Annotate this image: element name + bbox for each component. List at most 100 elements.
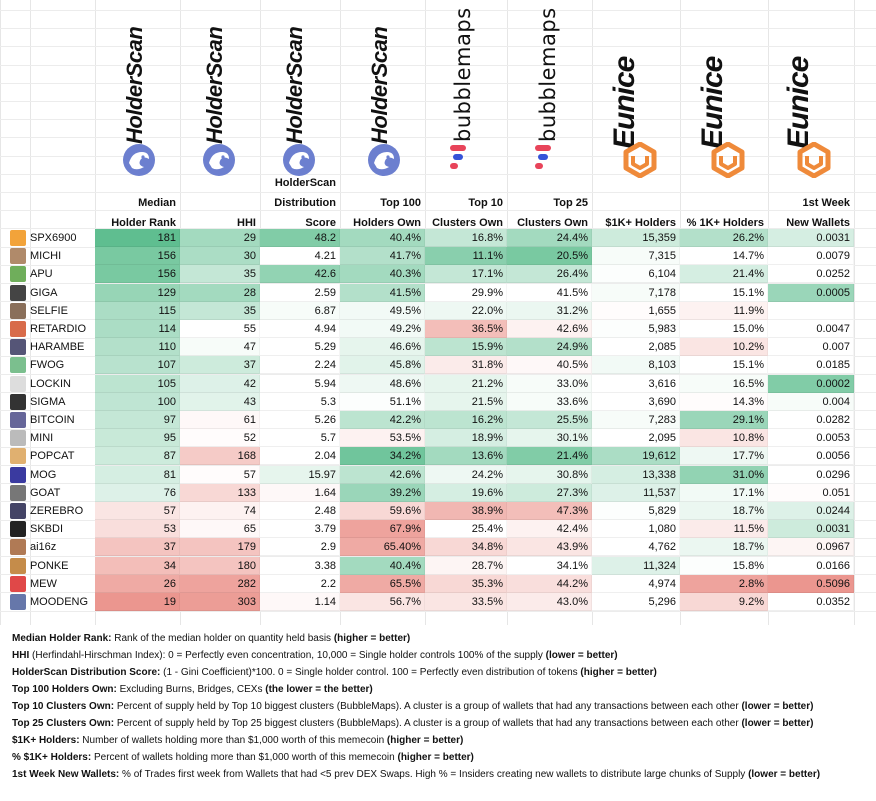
footnote-hint: (lower = better): [748, 769, 821, 780]
table-cell: 0.0296: [768, 465, 854, 484]
table-cell: 115: [95, 301, 180, 320]
brand-logo-text: Eunice: [782, 56, 815, 149]
gridline: [0, 592, 876, 594]
table-cell: 29.9%: [425, 283, 507, 302]
table-cell: 95: [95, 429, 180, 448]
table-cell: 18.9%: [425, 429, 507, 448]
table-cell: 8,103: [592, 356, 680, 375]
footnote-text: % of Trades first week from Wallets that…: [119, 769, 749, 780]
table-row: ZEREBRO 57 74 2.48 59.6% 38.9% 47.3% 5,829 18.7%…: [0, 502, 876, 520]
gridline: [0, 355, 876, 357]
holderscan-logo-icon: [367, 143, 401, 182]
column-header: HolderScan: [274, 177, 336, 189]
table-row: SKBDI 53 65 3.79 67.9% 25.4% 42.4% 1,080 11.5% 0.…: [0, 520, 876, 539]
table-cell: 2.2: [260, 574, 340, 593]
table-cell: 4.94: [260, 320, 340, 338]
table-cell: 0.004: [768, 392, 854, 411]
table-cell: 52: [180, 429, 260, 448]
table-cell: 65.40%: [340, 538, 425, 557]
table-row: BITCOIN 97 61 5.26 42.2% 16.2% 25.5% 7,283 29.1%…: [0, 411, 876, 429]
column-header: Holders Own: [353, 217, 421, 229]
footnote-term: 1st Week New Wallets:: [12, 769, 120, 780]
table-cell: 37: [180, 356, 260, 375]
footnote-text: (Herfindahl-Hirschman Index): 0 = Perfec…: [29, 650, 546, 661]
token-name: MOG: [30, 468, 57, 481]
token-name: PONKE: [30, 559, 69, 572]
table-cell: 24.9%: [507, 338, 592, 357]
brand-logo-text: Eunice: [696, 56, 729, 149]
table-cell: 42.4%: [507, 520, 592, 539]
table-row: SPX6900 181 29 48.2 40.4% 16.8% 24.4% 15,359 26.…: [0, 229, 876, 247]
token-avatar: [10, 284, 26, 301]
footnote-line: Top 25 Clusters Own: Percent of supply h…: [12, 715, 872, 732]
table-cell: 19.6%: [425, 483, 507, 502]
table-cell: 0.5096: [768, 574, 854, 593]
footnote-text: Percent of supply held by Top 25 biggest…: [114, 718, 742, 729]
table-row: APU 156 35 42.6 40.3% 17.1% 26.4% 6,104 21.4% 0.0…: [0, 265, 876, 284]
token-name: HARAMBE: [30, 341, 85, 354]
table-cell: 0.0166: [768, 556, 854, 575]
table-cell: 40.5%: [507, 356, 592, 375]
table-cell: 26.4%: [507, 265, 592, 284]
table-cell: 97: [95, 411, 180, 429]
table-row: HARAMBE 110 47 5.29 46.6% 15.9% 24.9% 2,085 10.2…: [0, 338, 876, 357]
table-cell: 16.8%: [425, 229, 507, 247]
table-cell: 15.1%: [680, 283, 768, 302]
table-cell: 26.2%: [680, 229, 768, 247]
table-cell: 0.0047: [768, 320, 854, 338]
table-row: MINI 95 52 5.7 53.5% 18.9% 30.1% 2,095 10.8% 0.00…: [0, 429, 876, 448]
token-avatar: [10, 339, 26, 356]
footnote-hint: (higher = better): [580, 667, 657, 678]
table-cell: 43: [180, 392, 260, 411]
table-cell: 21.5%: [425, 392, 507, 411]
table-cell: 45.8%: [340, 356, 425, 375]
table-cell: 18.7%: [680, 538, 768, 557]
table-cell: 57: [180, 465, 260, 484]
token-name: SPX6900: [30, 232, 77, 244]
table-cell: 129: [95, 283, 180, 302]
table-cell: 6,104: [592, 265, 680, 284]
gridline: [0, 519, 876, 521]
token-name: SKBDI: [30, 523, 64, 536]
brand-holderscan: HolderScan: [180, 0, 260, 210]
table-cell: 56.7%: [340, 593, 425, 611]
table-cell: 42: [180, 374, 260, 393]
table-cell: 24.4%: [507, 229, 592, 247]
token-name: ai16z: [30, 541, 57, 554]
column-header: 1st Week: [802, 197, 851, 209]
table-cell: 5.29: [260, 338, 340, 357]
table-cell: 14.3%: [680, 392, 768, 411]
table-cell: 18.7%: [680, 502, 768, 520]
table-cell: 30: [180, 247, 260, 266]
token-avatar: [10, 393, 26, 410]
brand-logo-text: bubblemaps: [536, 7, 560, 142]
brand-logo-text: HolderScan: [367, 26, 392, 144]
table-row: GOAT 76 133 1.64 39.2% 19.6% 27.3% 11,537 17.1% 0…: [0, 483, 876, 502]
table-cell: 156: [95, 265, 180, 284]
table-cell: 5.26: [260, 411, 340, 429]
brand-logo-text: HolderScan: [122, 26, 147, 144]
table-cell: 1,080: [592, 520, 680, 539]
token-avatar: [10, 248, 26, 265]
footnote-term: % $1K+ Holders:: [12, 752, 92, 763]
table-row: POPCAT 87 168 2.04 34.2% 13.6% 21.4% 19,612 17.7…: [0, 447, 876, 466]
table-cell: 100: [95, 392, 180, 411]
table-cell: 4,762: [592, 538, 680, 557]
footnote-hint: (higher = better): [386, 735, 464, 746]
table-cell: 1,655: [592, 301, 680, 320]
brand-holderscan: HolderScan: [260, 0, 340, 210]
table-cell: 0.0002: [768, 374, 854, 393]
table-cell: 2,085: [592, 338, 680, 357]
table-cell: 27.3%: [507, 483, 592, 502]
table-cell: 0.0282: [768, 411, 854, 429]
table-cell: 42.6%: [507, 320, 592, 338]
token-avatar: [10, 412, 26, 428]
table-cell: 114: [95, 320, 180, 338]
table-cell: 16.5%: [680, 374, 768, 393]
table-row: GIGA 129 28 2.59 41.5% 29.9% 41.5% 7,178 15.1% 0.…: [0, 283, 876, 302]
gridline: [0, 0, 1, 625]
column-header: New Wallets: [786, 217, 850, 229]
table-cell: 65.5%: [340, 574, 425, 593]
table-cell: 25.5%: [507, 411, 592, 429]
gridline: [0, 101, 876, 102]
